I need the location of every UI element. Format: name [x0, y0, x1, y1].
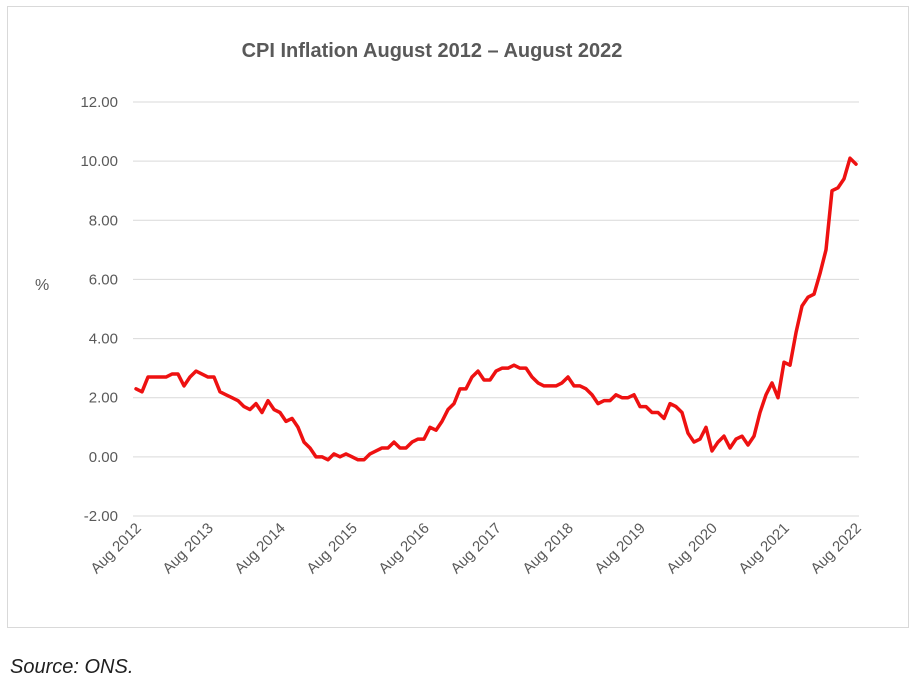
- y-tick-label: 12.00: [80, 94, 118, 111]
- x-tick-label: Aug 2015: [303, 520, 360, 577]
- x-tick-label: Aug 2016: [375, 520, 432, 577]
- chart-frame: CPI Inflation August 2012 – August 2022 …: [7, 6, 909, 628]
- y-tick-label: 8.00: [89, 212, 118, 229]
- x-tick-label: Aug 2017: [447, 520, 504, 577]
- y-tick-label: 0.00: [89, 449, 118, 466]
- x-tick-label: Aug 2022: [807, 520, 864, 577]
- y-tick-labels: -2.00 0.00 2.00 4.00 6.00 8.00 10.00 12.00: [80, 94, 118, 525]
- source-note: Source: ONS.: [10, 656, 134, 678]
- x-tick-label: Aug 2019: [591, 520, 648, 577]
- series-layer: [134, 156, 858, 462]
- x-tick-label: Aug 2020: [663, 520, 720, 577]
- y-tick-label: 6.00: [89, 271, 118, 288]
- chart-title: CPI Inflation August 2012 – August 2022: [242, 40, 623, 62]
- x-tick-label: Aug 2012: [87, 520, 144, 577]
- x-tick-label: Aug 2018: [519, 520, 576, 577]
- cpi-series-line: [134, 156, 858, 462]
- y-tick-label: 2.00: [89, 390, 118, 407]
- line-chart: CPI Inflation August 2012 – August 2022 …: [35, 40, 865, 577]
- y-tick-label: 10.00: [80, 153, 118, 170]
- y-tick-label: -2.00: [84, 508, 118, 525]
- x-tick-label: Aug 2014: [231, 520, 288, 577]
- y-tick-label: 4.00: [89, 331, 118, 348]
- gridlines: [133, 101, 859, 517]
- y-axis-label: %: [35, 277, 49, 294]
- x-tick-label: Aug 2021: [735, 520, 792, 577]
- x-tick-label: Aug 2013: [159, 520, 216, 577]
- x-tick-labels: Aug 2012 Aug 2013 Aug 2014 Aug 2015 Aug 2016…: [87, 520, 864, 577]
